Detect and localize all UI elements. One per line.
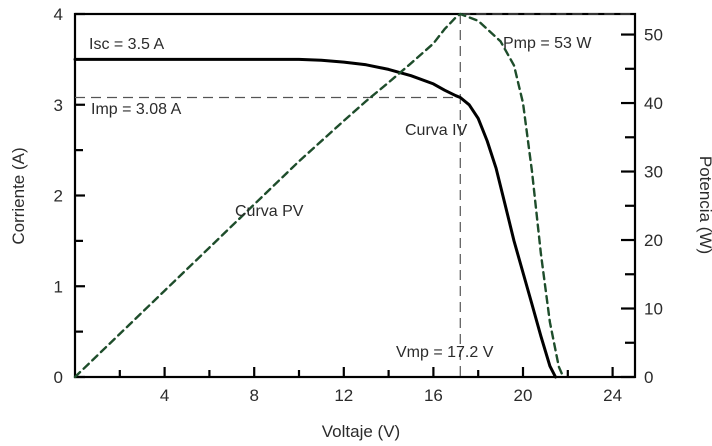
- y-tick-label-right: 20: [644, 231, 663, 250]
- x-tick-label: 24: [603, 386, 622, 405]
- bottom-axis-ticks: 4 8 12 16 20 24: [118, 367, 622, 405]
- y-tick-label-right: 40: [644, 94, 663, 113]
- y-tick-label-left: 0: [54, 368, 63, 387]
- y-axis-title-right: Potencia (W): [696, 156, 712, 254]
- pv-curve-label: Curva PV: [235, 203, 304, 220]
- y-tick-label-left: 2: [54, 187, 63, 206]
- right-axis-ticks: 0 10 20 30 40 50: [621, 26, 663, 387]
- y-axis-title-left: Corriente (A): [9, 147, 28, 244]
- y-tick-label-right: 0: [644, 368, 653, 387]
- x-tick-label: 8: [249, 386, 258, 405]
- iv-curve-label: Curva IV: [405, 122, 468, 139]
- imp-label: Imp = 3.08 A: [91, 101, 182, 118]
- y-tick-label-left: 1: [54, 277, 63, 296]
- y-tick-label-left: 4: [54, 5, 63, 24]
- y-tick-label-right: 10: [644, 300, 663, 319]
- x-tick-label: 16: [424, 386, 443, 405]
- y-tick-label-left: 3: [54, 96, 63, 115]
- x-tick-label: 20: [514, 386, 533, 405]
- vmp-label: Vmp = 17.2 V: [396, 344, 494, 361]
- iv-curve-line: [73, 57, 557, 379]
- reference-lines: [75, 13, 635, 377]
- isc-label: Isc = 3.5 A: [89, 36, 164, 53]
- pmp-label: Pmp = 53 W: [503, 35, 592, 52]
- pv-curve-line: [73, 12, 565, 379]
- x-tick-label: 12: [334, 386, 353, 405]
- left-axis-ticks: 0 1 2 3 4: [54, 5, 85, 387]
- y-tick-label-right: 50: [644, 26, 663, 45]
- series-layer: [73, 12, 565, 379]
- x-axis-title: Voltaje (V): [322, 422, 400, 441]
- x-tick-label: 4: [160, 386, 169, 405]
- y-tick-label-right: 30: [644, 163, 663, 182]
